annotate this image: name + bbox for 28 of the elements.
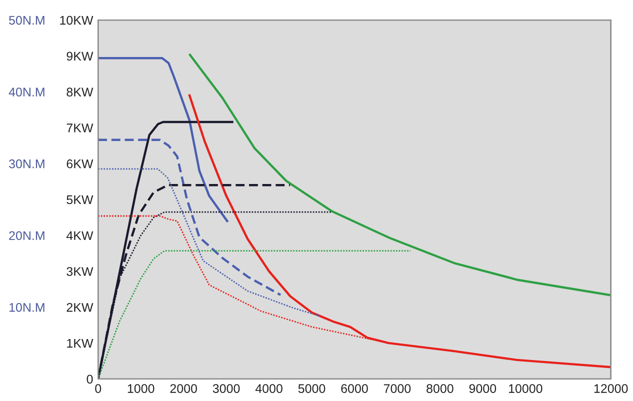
y-tick-label: 10KW bbox=[60, 16, 94, 25]
x-tick-label: 4000 bbox=[255, 384, 282, 393]
y-tick-label: 7KW bbox=[66, 124, 94, 132]
x-tick-label: 6000 bbox=[341, 384, 368, 393]
y-tick-label: 9KW bbox=[66, 52, 94, 61]
y2-tick-label: 40N.M bbox=[8, 88, 44, 96]
y-tick-label: 3KW bbox=[66, 267, 94, 276]
y2-tick-label: 20N.M bbox=[9, 231, 44, 240]
x-tick-label: 1000 bbox=[128, 384, 154, 393]
y-tick-label: 0 bbox=[86, 374, 93, 384]
y-tick-label: 8KW bbox=[66, 88, 94, 96]
x-tick-label: 10000 bbox=[508, 384, 542, 393]
x-tick-label: 0 bbox=[95, 384, 102, 393]
x-tick-label: 3000 bbox=[212, 384, 240, 393]
y2-tick-label: 10N.M bbox=[9, 302, 44, 312]
x-tick-label: 12000 bbox=[594, 384, 628, 393]
y-tick-label: 1KW bbox=[67, 338, 94, 348]
x-tick-label: 5000 bbox=[298, 384, 326, 393]
y-tick-label: 6KW bbox=[66, 159, 94, 168]
y2-tick-label: 30N.M bbox=[9, 159, 44, 168]
y2-tick-label: 50N.M bbox=[9, 16, 44, 25]
x-tick-label: 7000 bbox=[384, 384, 411, 393]
x-tick-label: 8000 bbox=[426, 384, 454, 393]
y-tick-label: 5KW bbox=[66, 195, 94, 204]
y-tick-label: 2KW bbox=[66, 302, 94, 312]
x-tick-label: 2000 bbox=[170, 384, 197, 393]
x-tick-label: 9000 bbox=[469, 384, 496, 393]
y-tick-label: 4KW bbox=[66, 231, 94, 240]
